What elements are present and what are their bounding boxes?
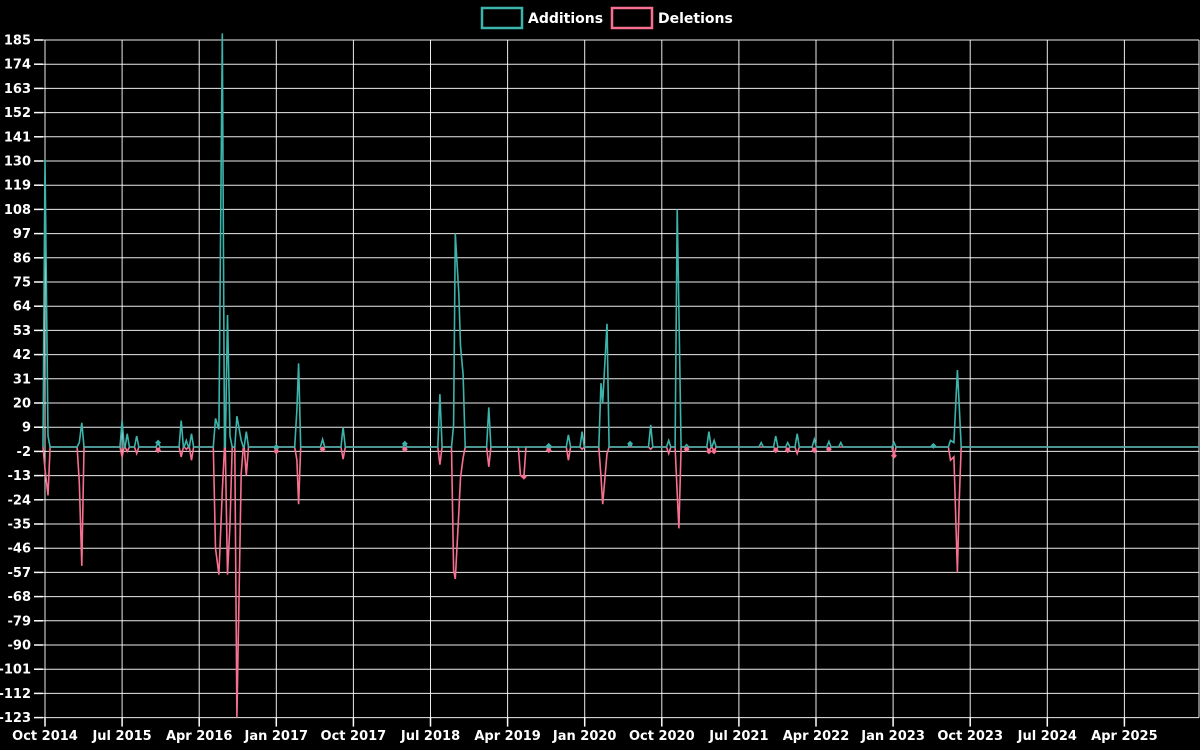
y-tick-label: -101 [0, 663, 31, 678]
x-tick-label: Jan 2023 [860, 729, 925, 744]
y-tick-label: -46 [8, 542, 32, 557]
x-tick-label: Apr 2025 [1091, 729, 1158, 744]
y-tick-label: 119 [4, 179, 31, 194]
additions-marker [627, 440, 634, 447]
y-tick-label: -24 [8, 493, 32, 508]
y-tick-label: 185 [4, 34, 31, 49]
x-tick-label: Oct 2020 [629, 729, 695, 744]
y-tick-label: 64 [13, 300, 31, 315]
y-tick-label: -79 [8, 614, 32, 629]
y-tick-label: -68 [8, 590, 32, 605]
y-tick-label: 108 [4, 203, 31, 218]
additions-marker [545, 442, 552, 449]
deletions-marker [890, 452, 897, 459]
deletions-marker [319, 446, 326, 453]
deletions-marker [401, 446, 408, 453]
additions-marker [273, 444, 280, 450]
additions-marker [930, 442, 937, 449]
x-tick-label: Jul 2024 [1017, 729, 1077, 744]
x-tick-label: Jan 2020 [552, 729, 617, 744]
deletions-marker [825, 446, 832, 453]
y-tick-label: 53 [13, 324, 31, 339]
deletions-marker [520, 473, 527, 480]
deletions-marker [811, 447, 818, 454]
deletions-marker [273, 448, 280, 455]
y-tick-label: 141 [4, 130, 31, 145]
additions-marker [401, 440, 408, 447]
deletions-marker [772, 447, 779, 454]
y-tick-label: 163 [4, 82, 31, 97]
deletions-legend-label[interactable]: Deletions [658, 11, 733, 27]
additions-legend-swatch[interactable] [480, 6, 524, 30]
deletions-marker [683, 446, 690, 453]
y-tick-label: 152 [4, 106, 31, 121]
gridlines-layer [43, 39, 1200, 719]
y-tick-label: -112 [0, 687, 31, 702]
deletions-marker [155, 447, 162, 454]
deletions-marker [705, 448, 712, 455]
y-tick-label: -2 [17, 445, 31, 460]
deletions-marker [545, 447, 552, 454]
x-tick-label: Jan 2017 [244, 729, 309, 744]
y-tick-label: 75 [13, 276, 31, 291]
deletions-marker [784, 447, 791, 454]
additions-line [42, 33, 1199, 448]
y-tick-label: -35 [8, 518, 32, 533]
x-tick-label: Jul 2021 [708, 729, 768, 744]
x-tick-label: Apr 2016 [166, 729, 233, 744]
y-tick-label: 31 [13, 372, 31, 387]
y-tick-label: -57 [8, 566, 32, 581]
x-tick-label: Oct 2017 [321, 729, 387, 744]
x-tick-label: Jul 2018 [400, 729, 460, 744]
series-layer [42, 33, 1199, 718]
y-tick-label: 174 [4, 58, 31, 73]
y-tick-label: 20 [13, 397, 31, 412]
x-tick-label: Apr 2019 [474, 729, 541, 744]
deletions-marker [711, 448, 718, 455]
x-tick-label: Jul 2015 [91, 729, 151, 744]
deletions-legend-swatch[interactable] [610, 6, 654, 30]
y-tick-label: 130 [4, 155, 31, 170]
additions-legend-label[interactable]: Additions [528, 11, 603, 27]
chart-legend: Additions Deletions [480, 6, 733, 30]
y-tick-label: 97 [13, 227, 31, 242]
axis-labels-layer: 185 174 163 152 141 130 119 108 97 86 75 64 53 42 31 20… [0, 34, 1158, 745]
x-tick-label: Oct 2023 [937, 729, 1003, 744]
y-tick-label: 86 [13, 251, 31, 266]
additions-marker [155, 439, 162, 446]
y-tick-label: 42 [13, 348, 31, 363]
y-tick-label: -13 [8, 469, 32, 484]
x-tick-label: Apr 2022 [783, 729, 850, 744]
y-tick-label: -123 [0, 711, 31, 726]
x-tick-label: Oct 2014 [12, 729, 78, 744]
deletions-line [42, 446, 1199, 718]
y-tick-label: 9 [22, 421, 31, 436]
y-tick-label: -90 [8, 639, 32, 654]
